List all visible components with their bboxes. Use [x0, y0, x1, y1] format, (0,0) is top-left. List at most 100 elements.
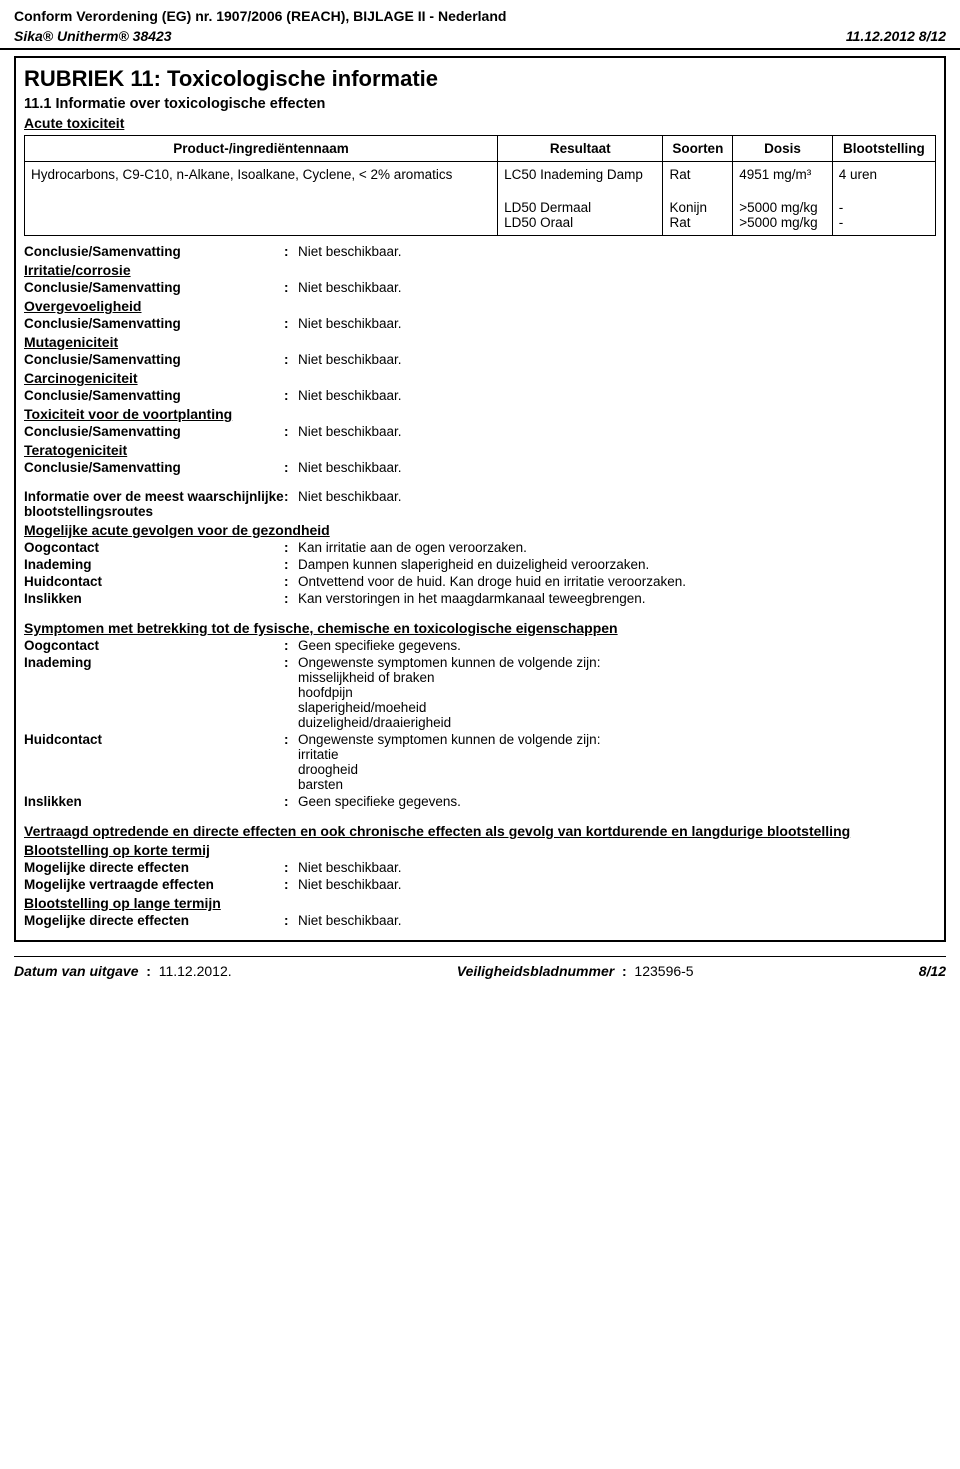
colon: : — [284, 388, 298, 403]
toxicity-table: Product-/ingrediëntennaam Resultaat Soor… — [24, 135, 936, 236]
directe-value: Niet beschikbaar. — [298, 860, 936, 875]
tox-voortplanting-heading: Toxiciteit voor de voortplanting — [24, 406, 936, 422]
symptom-line: barsten — [298, 777, 936, 792]
footer-left-value: 11.12.2012. — [159, 963, 232, 979]
footer-right: 8/12 — [919, 963, 946, 979]
conclusion-label: Conclusie/Samenvatting — [24, 388, 284, 403]
rubriek-title: RUBRIEK 11: Toxicologische informatie — [24, 66, 936, 92]
oogcontact-value: Kan irritatie aan de ogen veroorzaken. — [298, 540, 936, 555]
symptom-oogcontact-row: Oogcontact : Geen specifieke gegevens. — [24, 638, 936, 653]
th-exposure: Blootstelling — [832, 136, 935, 162]
result-2: LD50 Dermaal — [504, 200, 656, 215]
dose-1: 4951 mg/m³ — [739, 167, 826, 182]
colon: : — [284, 591, 298, 606]
symptom-line: misselijkheid of braken — [298, 670, 936, 685]
dose-2: >5000 mg/kg — [739, 200, 826, 215]
species-1: Rat — [669, 167, 726, 182]
sub-title: 11.1 Informatie over toxicologische effe… — [24, 96, 936, 112]
oogcontact-row: Oogcontact : Kan irritatie aan de ogen v… — [24, 540, 936, 555]
symptom-inademing-value: Ongewenste symptomen kunnen de volgende … — [298, 655, 936, 730]
colon: : — [284, 638, 298, 653]
result-3: LD50 Oraal — [504, 215, 656, 230]
colon: : — [284, 794, 298, 809]
symptom-huidcontact-row: Huidcontact : Ongewenste symptomen kunne… — [24, 732, 936, 792]
symptom-inademing-label: Inademing — [24, 655, 284, 730]
symptom-inademing-row: Inademing : Ongewenste symptomen kunnen … — [24, 655, 936, 730]
cell-ingredient: Hydrocarbons, C9-C10, n-Alkane, Isoalkan… — [25, 162, 498, 236]
symptom-line: Ongewenste symptomen kunnen de volgende … — [298, 655, 936, 670]
teratogeniciteit-heading: Teratogeniciteit — [24, 442, 936, 458]
colon: : — [284, 913, 298, 928]
th-result: Resultaat — [498, 136, 663, 162]
conclusion-label: Conclusie/Samenvatting — [24, 316, 284, 331]
th-species: Soorten — [663, 136, 733, 162]
footer-center-label: Veiligheidsbladnummer — [457, 963, 614, 979]
conclusion-row: Conclusie/Samenvatting : Niet beschikbaa… — [24, 352, 936, 367]
exposure-2: - — [839, 200, 929, 215]
mutageniciteit-heading: Mutageniciteit — [24, 334, 936, 350]
symptom-inslikken-value: Geen specifieke gegevens. — [298, 794, 936, 809]
colon: : — [284, 424, 298, 439]
vertraagde-row: Mogelijke vertraagde effecten : Niet bes… — [24, 877, 936, 892]
inademing-value: Dampen kunnen slaperigheid en duizelighe… — [298, 557, 936, 572]
exposure-routes-row: Informatie over de meest waarschijnlijke… — [24, 489, 936, 519]
symptom-line: droogheid — [298, 762, 936, 777]
conclusion-value: Niet beschikbaar. — [298, 280, 936, 295]
vertraagde-value: Niet beschikbaar. — [298, 877, 936, 892]
symptom-inslikken-label: Inslikken — [24, 794, 284, 809]
carcinogeniciteit-heading: Carcinogeniciteit — [24, 370, 936, 386]
th-dose: Dosis — [733, 136, 833, 162]
delayed-heading: Vertraagd optredende en directe effecten… — [24, 823, 936, 839]
colon: : — [284, 489, 298, 519]
product-header-row: Sika® Unitherm® 38423 11.12.2012 8/12 — [0, 26, 960, 50]
conclusion-label: Conclusie/Samenvatting — [24, 244, 284, 259]
long-term-heading: Blootstelling op lange termijn — [24, 895, 936, 911]
oogcontact-label: Oogcontact — [24, 540, 284, 555]
symptom-inslikken-row: Inslikken : Geen specifieke gegevens. — [24, 794, 936, 809]
result-1: LC50 Inademing Damp — [504, 167, 656, 182]
footer-left: Datum van uitgave : 11.12.2012. — [14, 963, 232, 979]
colon: : — [284, 244, 298, 259]
colon: : — [284, 460, 298, 475]
species-2: Konijn — [669, 200, 726, 215]
acute-effects-heading: Mogelijke acute gevolgen voor de gezondh… — [24, 522, 936, 538]
conclusion-row: Conclusie/Samenvatting : Niet beschikbaa… — [24, 280, 936, 295]
exposure-1: 4 uren — [839, 167, 929, 182]
date-page: 11.12.2012 8/12 — [846, 28, 946, 44]
table-header-row: Product-/ingrediëntennaam Resultaat Soor… — [25, 136, 936, 162]
colon: : — [284, 860, 298, 875]
symptom-oogcontact-label: Oogcontact — [24, 638, 284, 653]
conclusion-row: Conclusie/Samenvatting : Niet beschikbaa… — [24, 424, 936, 439]
th-ingredient: Product-/ingrediëntennaam — [25, 136, 498, 162]
colon: : — [284, 540, 298, 555]
inademing-row: Inademing : Dampen kunnen slaperigheid e… — [24, 557, 936, 572]
overgevoeligheid-heading: Overgevoeligheid — [24, 298, 936, 314]
footer-center-value: 123596-5 — [634, 963, 693, 979]
directe-long-value: Niet beschikbaar. — [298, 913, 936, 928]
conclusion-label: Conclusie/Samenvatting — [24, 352, 284, 367]
conclusion-row: Conclusie/Samenvatting : Niet beschikbaa… — [24, 388, 936, 403]
inslikken-value: Kan verstoringen in het maagdarmkanaal t… — [298, 591, 936, 606]
symptom-line: Ongewenste symptomen kunnen de volgende … — [298, 732, 936, 747]
conclusion-value: Niet beschikbaar. — [298, 352, 936, 367]
footer-left-label: Datum van uitgave — [14, 963, 138, 979]
dose-3: >5000 mg/kg — [739, 215, 826, 230]
symptom-oogcontact-value: Geen specifieke gegevens. — [298, 638, 936, 653]
conclusion-value: Niet beschikbaar. — [298, 424, 936, 439]
inslikken-row: Inslikken : Kan verstoringen in het maag… — [24, 591, 936, 606]
symptom-line: slaperigheid/moeheid — [298, 700, 936, 715]
colon: : — [284, 732, 298, 792]
directe-label: Mogelijke directe effecten — [24, 860, 284, 875]
footer-row: Datum van uitgave : 11.12.2012. Veilighe… — [0, 957, 960, 991]
colon: : — [284, 280, 298, 295]
cell-results: LC50 Inademing Damp LD50 Dermaal LD50 Or… — [498, 162, 663, 236]
conclusion-row: Conclusie/Samenvatting : Niet beschikbaa… — [24, 460, 936, 475]
colon: : — [284, 316, 298, 331]
cell-species: Rat Konijn Rat — [663, 162, 733, 236]
symptom-line: hoofdpijn — [298, 685, 936, 700]
colon: : — [284, 557, 298, 572]
colon: : — [284, 877, 298, 892]
short-term-heading: Blootstelling op korte termij — [24, 842, 936, 858]
conclusion-label: Conclusie/Samenvatting — [24, 280, 284, 295]
huidcontact-label: Huidcontact — [24, 574, 284, 589]
